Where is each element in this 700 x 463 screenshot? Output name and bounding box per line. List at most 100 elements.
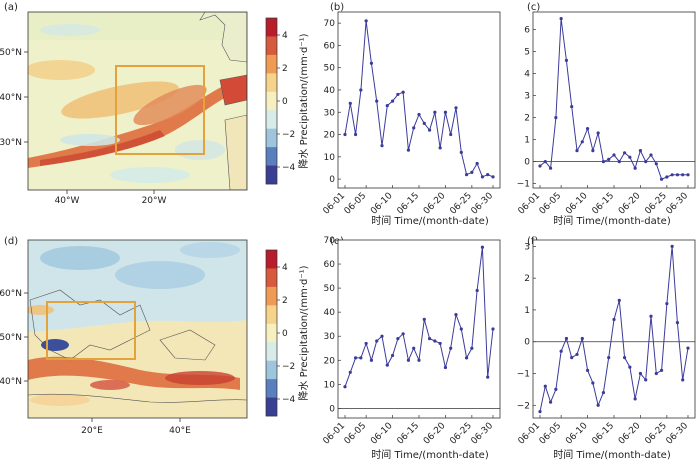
- map-a-colorbar-label: 降水 Precipitation/(mm·d⁻¹): [297, 33, 310, 168]
- x-tick-label: 06-20: [422, 421, 448, 447]
- data-point: [601, 160, 606, 164]
- map-d-colorbar: [265, 249, 278, 417]
- x-axis-label: 时间 Time/(month-date): [371, 448, 489, 461]
- map-d-lat-tick: 50°N: [0, 333, 22, 343]
- data-point: [675, 173, 680, 177]
- data-point: [422, 317, 426, 321]
- data-point: [559, 349, 563, 353]
- map-a-lon-tick: 20°W: [142, 196, 167, 206]
- data-point: [617, 160, 621, 164]
- data-point: [628, 155, 632, 159]
- y-tick-label: −1: [517, 180, 530, 190]
- x-tick-label: 06-15: [396, 421, 422, 447]
- data-point: [470, 346, 474, 350]
- data-point: [375, 339, 379, 343]
- data-point: [564, 58, 569, 63]
- y-tick-label: −1: [517, 370, 530, 380]
- y-tick-label: 50: [324, 64, 336, 74]
- x-tick-label: 06-30: [470, 421, 496, 447]
- data-point: [675, 321, 680, 325]
- x-tick-label: 06-05: [343, 191, 369, 217]
- x-tick-label: 06-01: [322, 191, 348, 217]
- map-d-colorbar-label: 降水 Precipitation/(mm·d⁻¹): [297, 265, 310, 400]
- x-tick-label: 06-30: [470, 191, 496, 217]
- data-point: [585, 127, 590, 131]
- data-point: [443, 110, 448, 114]
- data-point: [348, 370, 352, 374]
- data-point: [385, 363, 389, 367]
- data-point: [644, 378, 648, 382]
- data-point: [385, 103, 389, 108]
- colorbar-segment: [266, 268, 277, 288]
- y-tick-label: 0: [329, 175, 335, 185]
- map-a-lat-tick: 30°N: [0, 138, 22, 148]
- data-point: [543, 160, 547, 164]
- data-point: [380, 334, 384, 338]
- data-point: [396, 337, 400, 341]
- data-point: [591, 149, 595, 153]
- data-point: [417, 358, 421, 362]
- y-tick-label: 30: [324, 332, 336, 342]
- chart-f: (f)−2−1012306-0106-0506-1006-1506-2006-2…: [517, 236, 696, 461]
- data-point: [591, 381, 595, 385]
- data-point: [359, 88, 363, 92]
- data-point: [438, 146, 442, 150]
- plot-frame: [337, 239, 501, 419]
- data-point: [401, 332, 405, 336]
- data-point: [369, 358, 374, 362]
- data-point: [649, 314, 653, 318]
- data-point: [390, 353, 395, 358]
- data-point: [454, 106, 458, 110]
- data-point: [596, 131, 600, 135]
- x-tick-label: 06-10: [564, 421, 590, 447]
- data-point: [417, 112, 421, 117]
- data-point: [449, 132, 453, 137]
- data-point: [538, 410, 542, 414]
- x-tick-label: 06-10: [369, 191, 395, 217]
- map-a-lat-tick: 40°N: [0, 93, 22, 103]
- x-tick-label: 06-10: [369, 421, 395, 447]
- data-point: [396, 92, 400, 97]
- data-point: [443, 365, 448, 370]
- y-tick-label: 60: [324, 260, 336, 270]
- data-point: [464, 173, 469, 177]
- data-point: [427, 337, 432, 341]
- map-a-colorbar-tick: 4: [282, 31, 288, 41]
- x-tick-label: 06-20: [617, 421, 643, 447]
- data-point: [659, 177, 664, 181]
- data-point: [554, 116, 558, 120]
- data-point: [670, 173, 674, 177]
- x-tick-label: 06-15: [396, 191, 422, 217]
- data-point: [491, 327, 495, 331]
- colorbar-segment: [266, 286, 277, 306]
- data-point: [644, 160, 648, 164]
- data-point: [433, 339, 437, 343]
- data-point: [638, 371, 643, 376]
- y-tick-label: 2: [524, 274, 530, 284]
- colorbar-segment: [266, 165, 277, 185]
- data-point: [596, 403, 600, 407]
- data-point: [343, 385, 347, 389]
- x-tick-label: 06-25: [448, 191, 474, 217]
- data-point: [559, 17, 563, 21]
- map-d-panel-label: (d): [4, 236, 18, 247]
- data-point: [390, 99, 395, 103]
- data-point: [491, 175, 495, 179]
- y-tick-label: 1: [524, 306, 530, 316]
- data-point: [612, 153, 616, 157]
- data-point: [480, 245, 485, 249]
- data-point: [681, 173, 685, 177]
- map-a-panel-label: (a): [4, 2, 18, 13]
- data-point: [433, 110, 437, 114]
- data-point: [401, 90, 405, 94]
- map-a-frame: [27, 11, 248, 191]
- y-tick-label: 0: [524, 158, 530, 168]
- data-point: [359, 356, 363, 360]
- y-tick-label: 6: [524, 26, 530, 36]
- y-tick-label: 40: [324, 86, 336, 96]
- data-point: [665, 175, 669, 179]
- map-d-colorbar-tick: −4: [282, 395, 296, 405]
- map-a-colorbar: [265, 17, 278, 185]
- map-a-lat-tick: 50°N: [0, 48, 22, 58]
- panel-label: (b): [330, 2, 344, 13]
